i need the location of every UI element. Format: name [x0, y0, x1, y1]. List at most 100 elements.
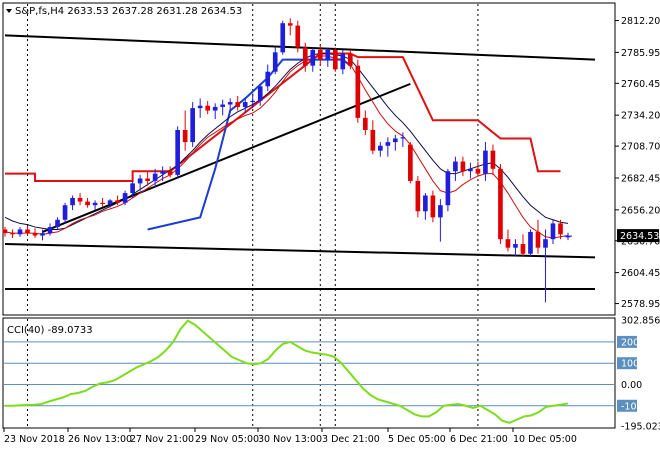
y-tick-label: 2578.95: [621, 299, 660, 310]
candle-body: [10, 233, 15, 235]
candle-body: [445, 171, 451, 206]
candle-body: [272, 52, 278, 72]
candle-body: [347, 53, 353, 66]
svg-text:2634.53: 2634.53: [620, 231, 659, 242]
candle-body: [295, 25, 301, 48]
candle-body: [287, 23, 293, 26]
cci-tick-label: 0.00: [621, 380, 642, 391]
candle-body: [543, 239, 548, 248]
y-tick-label: 2734.20: [621, 111, 660, 122]
candle-body: [528, 231, 533, 254]
candle-body: [438, 205, 443, 218]
candle-body: [250, 100, 256, 103]
cci-tick-label: -195.0233: [621, 422, 660, 433]
x-tick-label: 23 Nov 2018: [4, 434, 65, 445]
candle-body: [32, 233, 38, 236]
cci-tick-label: 200: [621, 337, 639, 348]
candle-body: [122, 193, 128, 203]
candle-body: [385, 142, 391, 146]
candle-body: [85, 201, 90, 206]
candle-body: [483, 150, 488, 174]
candle-body: [92, 202, 98, 206]
candle-body: [400, 137, 406, 139]
candle-body: [160, 171, 165, 174]
candle-body: [558, 223, 563, 235]
candle-body: [280, 23, 286, 53]
cci-tick-label: -100: [621, 401, 643, 412]
candle-body: [137, 178, 143, 184]
candle-body: [175, 129, 180, 175]
candle-body: [17, 229, 23, 235]
y-tick-label: 2785.95: [621, 48, 660, 59]
candle-body: [220, 104, 226, 107]
candle-body: [535, 231, 541, 248]
candle-body: [408, 144, 413, 181]
candle-body: [70, 197, 75, 206]
cci-tick-label: 302.8564: [621, 316, 660, 327]
y-tick-label: 2812.20: [621, 16, 660, 27]
candle-body: [205, 105, 211, 111]
candle-body: [25, 229, 30, 234]
candle-body: [182, 129, 188, 143]
candle-body: [302, 47, 308, 66]
candle-body: [40, 233, 45, 236]
trendline: [4, 243, 596, 259]
candle-body: [393, 138, 398, 143]
y-tick-label: 2760.45: [621, 79, 660, 90]
cci-level-tag: [617, 357, 637, 370]
candle-body: [62, 205, 68, 220]
x-tick-label: 26 Nov 13:00: [68, 434, 132, 445]
y-tick-label: 2604.45: [621, 268, 660, 279]
candle-body: [355, 65, 361, 118]
x-tick-label: 10 Dec 05:00: [513, 434, 577, 445]
cci-axis: 302.8564 200 100 0.00 -100 -195.0233: [617, 316, 660, 433]
candle-body: [190, 108, 195, 143]
x-tick-label: 30 Nov 13:00: [258, 434, 322, 445]
x-tick-label: 27 Nov 21:00: [130, 434, 194, 445]
candle-body: [242, 102, 248, 107]
candle-body: [325, 49, 331, 60]
candle-body: [115, 200, 120, 203]
candle-body: [415, 180, 421, 212]
ma-fast-line: [4, 55, 569, 239]
candle-body: [227, 102, 233, 105]
candle-body: [107, 200, 113, 205]
cci-level-tag: [617, 399, 637, 412]
x-tick-label: 6 Dec 21:00: [450, 434, 508, 445]
candle-body: [55, 219, 60, 228]
candle-body: [498, 168, 503, 240]
candle-body: [370, 129, 376, 151]
candle-body: [310, 49, 316, 66]
candle-body: [317, 49, 323, 60]
candle-body: [513, 244, 518, 248]
x-tick-label: 3 Dec 21:00: [322, 434, 380, 445]
dropdown-icon[interactable]: [6, 9, 12, 13]
candle-body: [378, 145, 383, 151]
candle-body: [505, 239, 511, 248]
candle-body: [235, 102, 241, 107]
candle-body: [167, 171, 173, 175]
candle-body: [340, 53, 346, 70]
price-axis: 2812.20 2785.95 2760.45 2734.20 2708.70 2682.…: [615, 16, 660, 310]
candle-body: [130, 183, 135, 194]
candle-body: [332, 49, 338, 70]
candle-body: [265, 71, 271, 87]
candle-body: [565, 236, 571, 238]
candle-body: [520, 244, 526, 254]
candle-body: [550, 223, 556, 240]
cci-title: CCI(40) -89.0733: [7, 325, 93, 336]
candle-body: [2, 229, 8, 234]
cci-panel-frame: [2, 317, 616, 429]
main-panel-frame: [2, 2, 616, 316]
y-tick-label: 2682.45: [621, 173, 660, 184]
current-price-tag: 2634.53: [617, 229, 659, 243]
candle-body: [100, 202, 105, 205]
ma-slow-line: [4, 53, 569, 230]
candle-body: [197, 105, 203, 109]
candle-body: [145, 178, 150, 181]
x-tick-label: 29 Nov 05:00: [195, 434, 259, 445]
chart-title: S&P,fs,H4 2633.53 2637.28 2631.28 2634.5…: [15, 6, 242, 17]
candle-body: [362, 117, 368, 130]
